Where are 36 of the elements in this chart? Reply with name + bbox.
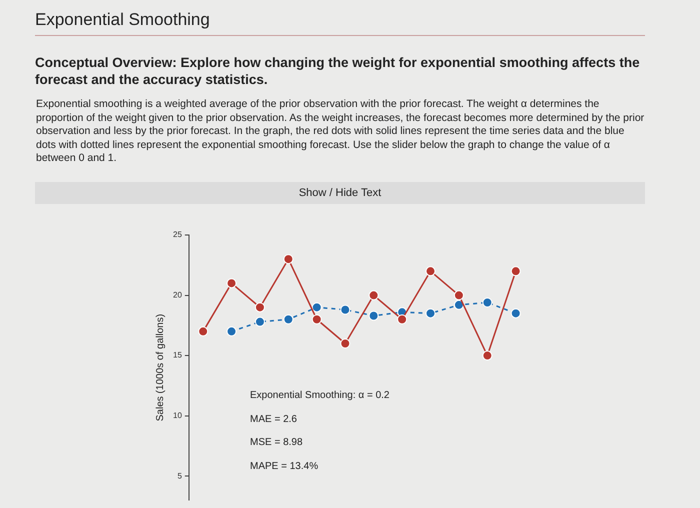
y-tick-label: 10 (172, 411, 182, 420)
point (482, 350, 492, 361)
y-tick-label: 15 (172, 350, 182, 360)
text: Exponential smoothing is a weighted average of the prior observation with the prior forecast. The weight α determines the proportion of the weight given to the prior observation. As the weight increases, the forecast becomes more determined by the prior observation and less by the prior forecast. In the graph, the red dots with solid lines represent the time series data and the blue dots with dotted lines represent the exponential smoothing forecast. Use the slider below the graph to change the value of α between 0 and 1. (36, 98, 646, 166)
annotation: MAE = 2.6 (250, 412, 298, 426)
y-tick-label: 5 (177, 471, 182, 480)
annotation: Exponential Smoothing: α = 0.2 (250, 389, 390, 403)
point (454, 290, 464, 300)
y-tick-label: 20 (172, 290, 182, 300)
point (226, 326, 237, 336)
text: Show / Hide Text (35, 182, 645, 204)
annotation: MSE = 8.98 (250, 436, 304, 450)
point (340, 304, 350, 315)
chart-subtitle: Conceptual Overview: Explore how changing the weight for exponential smoothing affects the forecast and the accuracy statistics. (35, 54, 641, 88)
point (397, 314, 408, 324)
point (283, 254, 294, 264)
point (340, 338, 350, 348)
point (254, 316, 265, 327)
point (426, 266, 436, 276)
point (426, 308, 436, 318)
point (510, 308, 521, 318)
point (283, 314, 294, 324)
point (454, 300, 464, 310)
point (510, 266, 521, 276)
point (312, 314, 322, 324)
point (226, 278, 237, 288)
y-tick-label: 25 (172, 230, 182, 240)
chart-title: Exponential Smoothing (35, 10, 645, 36)
y-axis-title: Sales (1000s of gallons) (154, 314, 166, 422)
annotation: MAPE = 13.4% (250, 460, 320, 474)
point (368, 290, 379, 300)
point (312, 302, 322, 312)
point (254, 302, 265, 312)
point (482, 298, 492, 308)
point (198, 326, 208, 336)
point (368, 310, 379, 321)
